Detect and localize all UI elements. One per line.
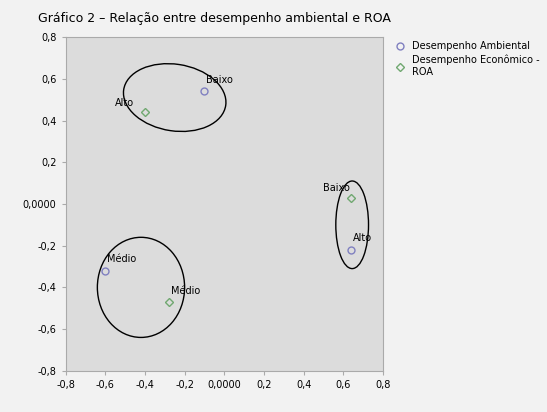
Text: Gráfico 2 – Relação entre desempenho ambiental e ROA: Gráfico 2 – Relação entre desempenho amb…	[38, 12, 391, 26]
Text: Baixo: Baixo	[206, 75, 234, 85]
Text: Baixo: Baixo	[323, 183, 350, 193]
Text: Médio: Médio	[171, 286, 200, 296]
Text: Médio: Médio	[107, 254, 137, 265]
Legend: Desempenho Ambiental, Desempenho Econômico -
ROA: Desempenho Ambiental, Desempenho Econômi…	[386, 37, 544, 81]
Text: Alto: Alto	[353, 234, 373, 243]
Text: Alto: Alto	[115, 98, 135, 108]
